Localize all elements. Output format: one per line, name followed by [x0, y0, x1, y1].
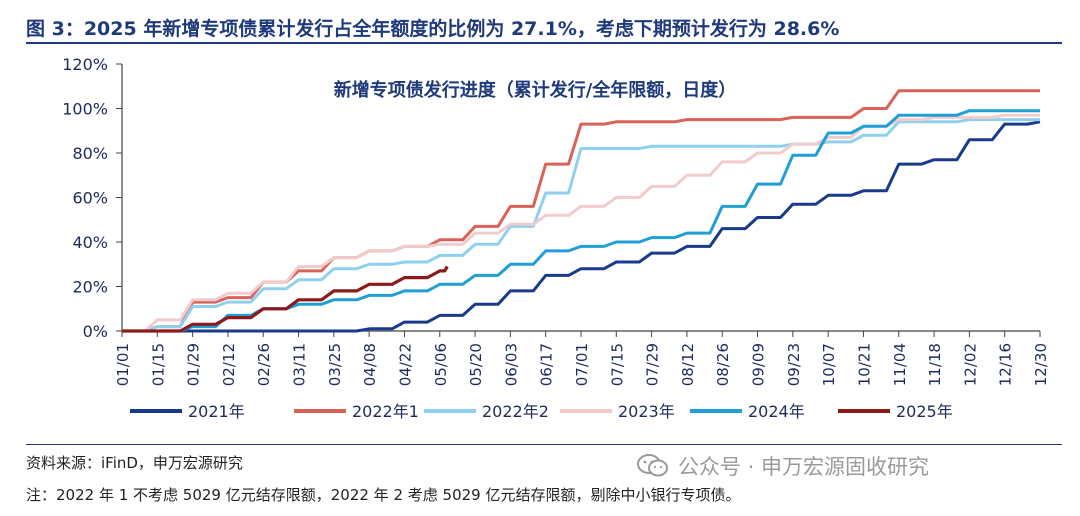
- x-tick-label: 07/29: [644, 343, 662, 386]
- series-line-2025年: [122, 265, 449, 333]
- x-tick-label: 03/25: [326, 343, 344, 386]
- x-tick-label: 02/26: [255, 343, 273, 386]
- series-line-2022年1: [122, 89, 1040, 333]
- x-tick-label: 12/16: [997, 343, 1015, 386]
- watermark: 公众号 · 申万宏源固收研究: [636, 451, 929, 481]
- x-tick-label: 07/15: [608, 343, 626, 386]
- legend-label: 2022年2: [482, 402, 549, 421]
- figure-title: 图 3：2025 年新增专项债累计发行占全年额度的比例为 27.1%，考虑下期预…: [26, 18, 840, 40]
- y-tick-label: 60%: [72, 189, 108, 208]
- legend-label: 2023年: [618, 402, 675, 421]
- legend-label: 2021年: [188, 402, 245, 421]
- note-text: 注：2022 年 1 不考虑 5029 亿元结存限额，2022 年 2 考虑 5…: [26, 486, 741, 504]
- y-tick-label: 80%: [72, 144, 108, 163]
- x-tick-label: 01/29: [185, 343, 203, 386]
- chart: 0% 20% 40% 60% 80% 100% 120% 01/01 01/15 01/29 02/…: [62, 55, 1050, 421]
- x-tick-label: 04/22: [396, 343, 414, 386]
- legend-label: 2025年: [896, 402, 953, 421]
- chart-title: 新增专项债发行进度（累计发行/全年限额，日度）: [334, 79, 737, 101]
- x-tick-label: 01/15: [149, 343, 167, 386]
- x-tick-label: 11/18: [926, 343, 944, 386]
- series-line-2021年: [122, 120, 1041, 333]
- x-tick-label: 03/11: [291, 343, 309, 386]
- x-tick-label: 01/01: [114, 343, 132, 386]
- x-tick-label: 05/20: [467, 343, 485, 386]
- y-tick-label: 100%: [62, 100, 108, 119]
- watermark-text: 公众号 · 申万宏源固收研究: [678, 455, 930, 479]
- title-rule: [26, 42, 1062, 44]
- y-tick-label: 120%: [62, 55, 108, 74]
- x-tick-label: 06/03: [502, 343, 520, 386]
- y-tick-label: 40%: [72, 233, 108, 252]
- x-tick-label: 10/21: [855, 343, 873, 386]
- x-tick-label: 12/30: [1032, 343, 1050, 386]
- x-tick-label: 09/23: [785, 343, 803, 386]
- x-tick-label: 12/02: [961, 343, 979, 386]
- x-tick-label: 02/12: [220, 343, 238, 386]
- footer-rule: [26, 444, 1062, 445]
- x-tick-label: 10/07: [820, 343, 838, 386]
- x-tick-label: 09/09: [750, 343, 768, 386]
- x-tick-label: 08/12: [679, 343, 697, 386]
- y-tick-label: 20%: [72, 278, 108, 297]
- series-line-2024年: [122, 109, 1040, 333]
- legend-label: 2024年: [748, 402, 805, 421]
- y-tick-label: 0%: [83, 322, 108, 341]
- legend-label: 2022年1: [352, 402, 419, 421]
- x-tick-label: 11/04: [891, 343, 909, 386]
- x-tick-label: 04/08: [361, 343, 379, 386]
- x-tick-label: 08/26: [714, 343, 732, 386]
- series-line-2022年2: [122, 118, 1040, 333]
- x-tick-label: 07/01: [573, 343, 591, 386]
- source-text: 资料来源：iFinD，申万宏源研究: [26, 454, 243, 472]
- x-tick-label: 06/17: [538, 343, 556, 386]
- x-tick-label: 05/06: [432, 343, 450, 386]
- wechat-icon: [637, 454, 668, 477]
